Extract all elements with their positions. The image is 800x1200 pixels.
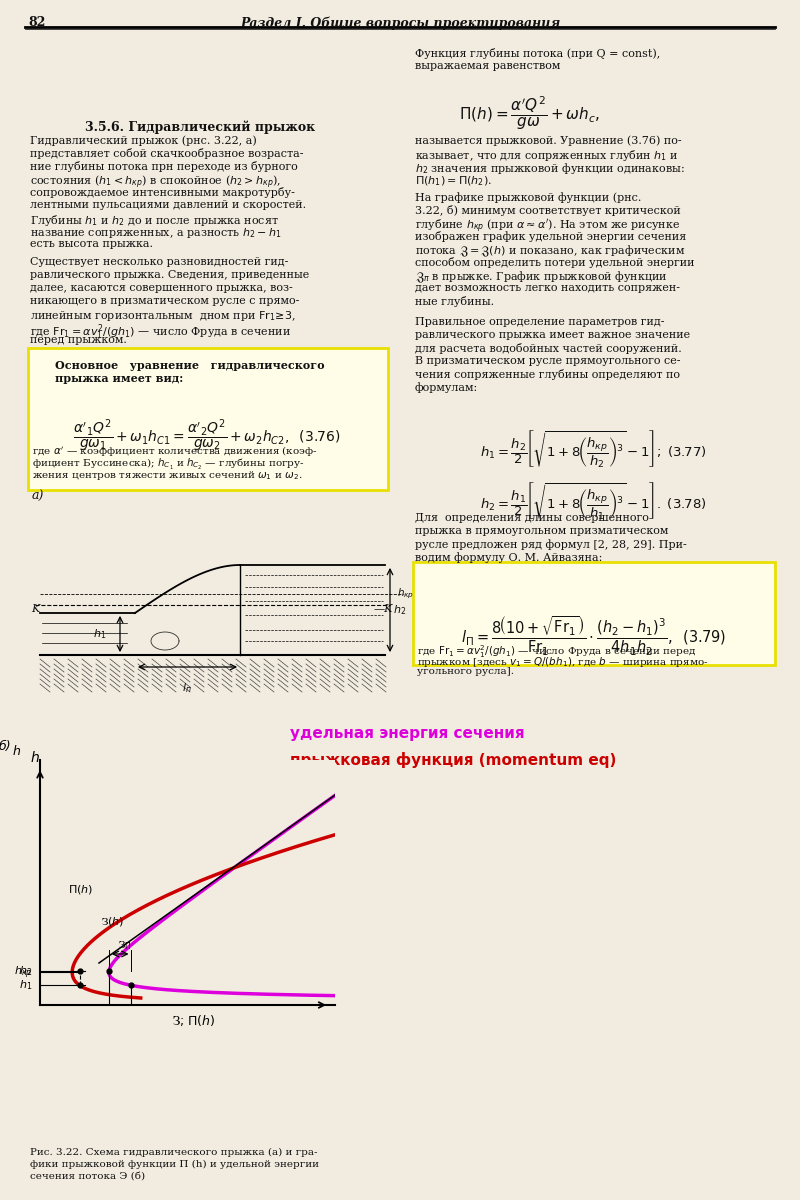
Text: удельная энергия сечения: удельная энергия сечения [290,726,525,740]
Text: формулам:: формулам: [415,382,478,392]
Text: $h_{кр}$: $h_{кр}$ [14,964,32,980]
Text: состояния ($h_1{<}h_{кр}$) в спокойное ($h_2{>}h_{кр}$),: состояния ($h_1{<}h_{кр}$) в спокойное (… [30,174,281,191]
Text: На графике прыжковой функции (рнс.: На графике прыжковой функции (рнс. [415,192,642,203]
Text: $h_2$: $h_2$ [393,604,406,617]
Text: $h_2 = \dfrac{h_1}{2}\!\left[\sqrt{1+8\!\left(\dfrac{h_{кр}}{h_1}\right)^{\!3}}-: $h_2 = \dfrac{h_1}{2}\!\left[\sqrt{1+8\!… [480,480,706,522]
Text: чения сопряженные глубины определяют по: чения сопряженные глубины определяют по [415,370,680,380]
Text: $\Pi(h) = \dfrac{\alpha' Q^2}{g\omega} + \omega h_{c},$: $\Pi(h) = \dfrac{\alpha' Q^2}{g\omega} +… [459,95,601,132]
Text: $h_2$: $h_2$ [19,965,32,978]
Text: $h_1 = \dfrac{h_2}{2}\!\left[\sqrt{1+8\!\left(\dfrac{h_{кр}}{h_2}\right)^{\!3}}-: $h_1 = \dfrac{h_2}{2}\!\left[\sqrt{1+8\!… [480,428,706,470]
Text: лентными пульсациями давлений и скоростей.: лентными пульсациями давлений и скоросте… [30,200,306,210]
Text: равлического прыжка. Сведения, приведенные: равлического прыжка. Сведения, приведенн… [30,270,310,280]
Text: $\mathfrak{Z}_\pi$ в прыжке. График прыжковой функции: $\mathfrak{Z}_\pi$ в прыжке. График прыж… [415,270,668,286]
Text: русле предложен ряд формул [2, 28, 29]. При-: русле предложен ряд формул [2, 28, 29]. … [415,539,686,550]
Text: K: K [31,604,39,614]
Text: где $\mathrm{Fr}_1{=}\alpha v_1^2/(gh_1)$ — число Фруда в сечении перед: где $\mathrm{Fr}_1{=}\alpha v_1^2/(gh_1)… [417,643,696,660]
Text: В призматическом русле прямоугольного се-: В призматическом русле прямоугольного се… [415,356,681,366]
Text: прыжковая функция (momentum eq): прыжковая функция (momentum eq) [290,752,616,768]
Text: прыжка в прямоугольном призматическом: прыжка в прямоугольном призматическом [415,526,668,536]
Text: $h$: $h$ [13,744,22,758]
Text: жения центров тяжести живых сечений $\omega_1$ и $\omega_2$.: жения центров тяжести живых сечений $\om… [32,469,302,482]
Text: $\dfrac{\alpha'_1 Q^2}{g\omega_1} + \omega_1 h_{C1} = \dfrac{\alpha'_2 Q^2}{g\om: $\dfrac{\alpha'_1 Q^2}{g\omega_1} + \ome… [74,418,341,455]
Text: способом определить потери удельной энергии: способом определить потери удельной энер… [415,257,694,268]
Text: $h_1$: $h_1$ [19,978,32,992]
Text: где $\mathrm{Fr}_1 = \alpha v_1^2/(gh_1)$ — число Фруда в сечении: где $\mathrm{Fr}_1 = \alpha v_1^2/(gh_1)… [30,322,291,342]
Text: $l_п$: $l_п$ [182,680,192,695]
Text: выражаемая равенством: выражаемая равенством [415,61,560,71]
Text: $l_\Pi = \dfrac{8\!\left(10+\sqrt{\mathrm{Fr}_1}\right)}{\mathrm{Fr}_1} \cdot \d: $l_\Pi = \dfrac{8\!\left(10+\sqrt{\mathr… [462,614,726,658]
Text: потока $\mathfrak{Z}=\mathfrak{Z}(h)$ и показано, как графическим: потока $\mathfrak{Z}=\mathfrak{Z}(h)$ и … [415,244,685,259]
Text: дает возможность легко находить сопряжен-: дает возможность легко находить сопряжен… [415,283,680,293]
Text: Функция глубины потока (при Q = const),: Функция глубины потока (при Q = const), [415,48,660,59]
Text: казывает, что для сопряженных глубин $h_1$ и: казывает, что для сопряженных глубин $h_… [415,148,678,163]
Text: фициент Буссинеска); $h_{C_1}$ и $h_{C_2}$ — глубины погру-: фициент Буссинеска); $h_{C_1}$ и $h_{C_2… [32,457,305,472]
Text: название сопряженных, а разность $h_2 - h_1$: название сопряженных, а разность $h_2 - … [30,226,282,240]
Text: $h_1$: $h_1$ [93,628,106,641]
Text: $\mathfrak{З}$; $\Pi(h)$: $\mathfrak{З}$; $\Pi(h)$ [172,1013,215,1027]
FancyBboxPatch shape [413,562,775,665]
Text: ние глубины потока прн переходе из бурного: ние глубины потока прн переходе из бурно… [30,161,298,172]
Text: прыжка имеет вид:: прыжка имеет вид: [55,373,183,384]
Text: 3.22, б) минимум соответствует критической: 3.22, б) минимум соответствует критическ… [415,205,681,216]
Text: Основное   уравнение   гидравлического: Основное уравнение гидравлического [55,360,325,371]
Text: перед прыжком.: перед прыжком. [30,335,127,346]
Text: сечения потока Э (б): сечения потока Э (б) [30,1172,145,1181]
Text: $\Pi(h)$: $\Pi(h)$ [67,883,93,896]
Text: Рис. 3.22. Схема гидравлического прыжка (а) и гра-: Рис. 3.22. Схема гидравлического прыжка … [30,1148,318,1157]
Text: фики прыжковой функции П (h) и удельной энергии: фики прыжковой функции П (h) и удельной … [30,1160,319,1169]
Text: 3.5.6. Гидравлический прыжок: 3.5.6. Гидравлический прыжок [85,120,315,133]
Text: Существует несколько разновидностей гид-: Существует несколько разновидностей гид- [30,257,288,266]
Text: $\mathfrak{З}(h)$: $\mathfrak{З}(h)$ [101,914,124,928]
Text: Гидравлический прыжок (рнс. 3.22, а): Гидравлический прыжок (рнс. 3.22, а) [30,134,257,145]
Text: прыжком [здесь $v_1{=}Q/(bh_1)$, где $b$ — ширина прямо-: прыжком [здесь $v_1{=}Q/(bh_1)$, где $b$… [417,655,709,670]
Text: $h_2$ значения прыжковой функции одинаковы:: $h_2$ значения прыжковой функции одинако… [415,161,685,176]
Text: равлического прыжка имеет важное значение: равлического прыжка имеет важное значени… [415,330,690,340]
Text: Раздел I. Общие вопросы проектирования: Раздел I. Общие вопросы проектирования [240,16,560,30]
Text: Глубины $h_1$ и $h_2$ до и после прыжка носят: Глубины $h_1$ и $h_2$ до и после прыжка … [30,214,279,228]
Text: угольного русла].: угольного русла]. [417,667,514,676]
Text: $h_{кр}$: $h_{кр}$ [397,587,414,601]
Text: где $\alpha'$ — коэффициент количества движения (коэф-: где $\alpha'$ — коэффициент количества д… [32,445,318,460]
Text: Правильное определение параметров гид-: Правильное определение параметров гид- [415,317,665,326]
Text: $\Pi (h_1) = \Pi (h_2)$.: $\Pi (h_1) = \Pi (h_2)$. [415,174,492,187]
Text: $h$: $h$ [30,750,40,766]
Text: далее, касаются совершенного прыжка, воз-: далее, касаются совершенного прыжка, воз… [30,283,293,293]
Text: для расчета водобойных частей сооружений.: для расчета водобойных частей сооружений… [415,343,682,354]
Text: 82: 82 [28,16,46,29]
FancyBboxPatch shape [28,348,388,490]
Text: никающего в призматическом русле с прямо-: никающего в призматическом русле с прямо… [30,296,299,306]
Text: глубине $h_{кр}$ (при $\alpha\approx\alpha'$). На этом же рисунке: глубине $h_{кр}$ (при $\alpha\approx\alp… [415,218,680,235]
Text: б): б) [0,740,11,754]
Text: изображен график удельной энергии сечения: изображен график удельной энергии сечени… [415,230,686,242]
Text: сопровождаемое интенсивными макротурбу-: сопровождаемое интенсивными макротурбу- [30,187,295,198]
Text: —K: —K [374,604,393,614]
Text: линейным горизонтальным  дном при $\mathrm{Fr}_1\!\geq\!3$,: линейным горизонтальным дном при $\mathr… [30,308,296,323]
Text: называется прыжковой. Уравнение (3.76) по-: называется прыжковой. Уравнение (3.76) п… [415,134,682,145]
Text: а): а) [32,490,44,503]
Text: есть высота прыжка.: есть высота прыжка. [30,239,153,248]
Text: водим формулу О. М. Айвазяна:: водим формулу О. М. Айвазяна: [415,552,602,563]
Text: Для  определения длины совершенного: Для определения длины совершенного [415,514,649,523]
Text: ные глубины.: ные глубины. [415,296,494,307]
Text: $\mathfrak{З}_\Pi$: $\mathfrak{З}_\Pi$ [118,940,132,952]
Text: представляет собой скачкообразное возраста-: представляет собой скачкообразное возрас… [30,148,303,158]
